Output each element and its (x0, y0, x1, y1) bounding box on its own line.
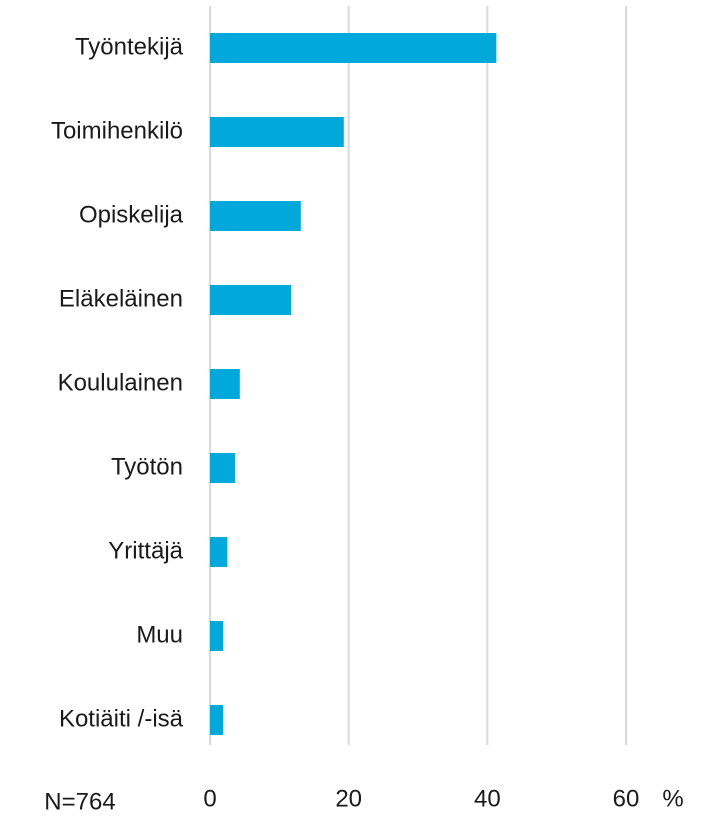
y-tick-label: Toimihenkilö (51, 117, 183, 144)
y-tick-label: Koululainen (58, 369, 183, 396)
bar (210, 453, 235, 483)
y-tick-label: Kotiäiti /-isä (59, 705, 184, 732)
annotation: N=764 (44, 788, 115, 815)
bar (210, 285, 292, 315)
y-tick-label: Työntekijä (75, 33, 184, 60)
y-tick-label: Eläkeläinen (59, 285, 183, 312)
x-tick-label: 0 (203, 785, 216, 812)
bar (210, 33, 497, 63)
x-tick-label: 60 (613, 785, 640, 812)
y-tick-label: Opiskelija (79, 201, 184, 228)
x-axis-label: % (662, 785, 683, 812)
bar (210, 621, 224, 651)
bar (210, 369, 240, 399)
y-tick-label: Yrittäjä (108, 537, 183, 564)
y-tick-label: Muu (136, 621, 183, 648)
y-tick-label: Työtön (111, 453, 183, 480)
bar (210, 201, 301, 231)
x-tick-label: 20 (335, 785, 362, 812)
bar (210, 537, 228, 567)
bar (210, 705, 224, 735)
bar (210, 117, 344, 147)
x-tick-label: 40 (474, 785, 501, 812)
